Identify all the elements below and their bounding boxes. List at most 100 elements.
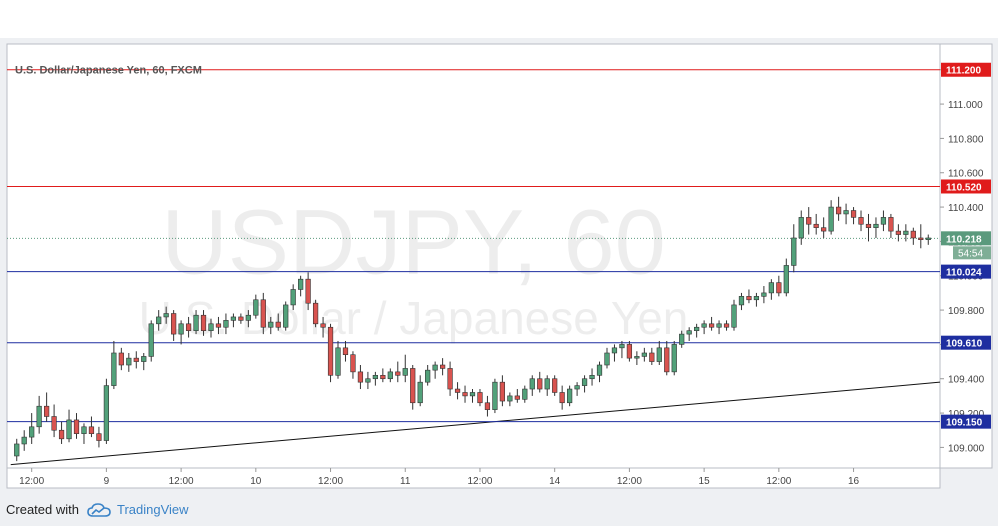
candle-body[interactable] bbox=[380, 375, 386, 380]
candle-body[interactable] bbox=[716, 323, 722, 328]
candle-body[interactable] bbox=[171, 313, 177, 335]
candle-body[interactable] bbox=[559, 392, 565, 404]
candle-body[interactable] bbox=[126, 357, 132, 366]
candle-body[interactable] bbox=[671, 344, 677, 373]
candle-body[interactable] bbox=[193, 314, 199, 331]
candle-body[interactable] bbox=[514, 395, 520, 400]
candle-body[interactable] bbox=[342, 347, 349, 356]
candle-body[interactable] bbox=[447, 368, 453, 390]
candle-body[interactable] bbox=[133, 357, 139, 362]
candle-body[interactable] bbox=[888, 217, 894, 232]
candle-body[interactable] bbox=[895, 230, 901, 235]
candle-body[interactable] bbox=[731, 304, 737, 328]
candle-body[interactable] bbox=[118, 352, 124, 366]
candle-body[interactable] bbox=[821, 227, 827, 232]
candle-body[interactable] bbox=[245, 314, 251, 321]
candle-body[interactable] bbox=[604, 352, 610, 366]
candle-body[interactable] bbox=[574, 385, 580, 390]
candle-body[interactable] bbox=[589, 375, 595, 380]
time-axis[interactable] bbox=[6, 467, 941, 489]
candle-body[interactable] bbox=[305, 278, 311, 304]
candle-body[interactable] bbox=[178, 323, 184, 335]
candle-body[interactable] bbox=[44, 405, 50, 417]
candle-body[interactable] bbox=[641, 352, 647, 357]
candle-body[interactable] bbox=[806, 217, 812, 225]
candle-body[interactable] bbox=[387, 371, 393, 380]
candle-body[interactable] bbox=[275, 321, 281, 328]
candle-body[interactable] bbox=[417, 381, 423, 404]
candle-body[interactable] bbox=[596, 364, 603, 376]
candle-body[interactable] bbox=[350, 354, 356, 373]
candle-body[interactable] bbox=[66, 419, 72, 440]
plot-area[interactable] bbox=[6, 43, 941, 469]
candle-body[interactable] bbox=[723, 323, 730, 328]
candle-body[interactable] bbox=[925, 237, 931, 240]
candle-body[interactable] bbox=[402, 368, 408, 376]
candle-body[interactable] bbox=[253, 299, 259, 316]
candle-body[interactable] bbox=[103, 385, 110, 441]
candle-body[interactable] bbox=[544, 378, 550, 390]
candle-body[interactable] bbox=[694, 326, 700, 331]
candle-body[interactable] bbox=[918, 237, 924, 240]
candle-body[interactable] bbox=[753, 296, 760, 301]
candle-body[interactable] bbox=[507, 395, 513, 402]
candle-body[interactable] bbox=[163, 313, 169, 318]
candle-body[interactable] bbox=[477, 392, 483, 404]
candle-body[interactable] bbox=[529, 378, 535, 390]
candle-body[interactable] bbox=[223, 320, 229, 328]
candle-body[interactable] bbox=[208, 323, 214, 331]
candle-body[interactable] bbox=[701, 323, 707, 328]
candle-body[interactable] bbox=[141, 356, 147, 362]
candle-body[interactable] bbox=[746, 296, 752, 301]
candle-body[interactable] bbox=[96, 433, 102, 441]
candle-body[interactable] bbox=[850, 210, 857, 218]
candle-body[interactable] bbox=[858, 217, 864, 225]
candle-body[interactable] bbox=[372, 375, 378, 380]
candle-body[interactable] bbox=[21, 436, 27, 445]
candle-body[interactable] bbox=[611, 347, 618, 354]
candle-body[interactable] bbox=[73, 419, 80, 434]
candle-body[interactable] bbox=[843, 210, 849, 215]
tradingview-cloud-icon[interactable] bbox=[87, 502, 111, 517]
candle-body[interactable] bbox=[798, 217, 804, 239]
candle-body[interactable] bbox=[432, 364, 438, 371]
candle-body[interactable] bbox=[791, 237, 797, 266]
candle-body[interactable] bbox=[290, 289, 296, 306]
candle-body[interactable] bbox=[148, 323, 154, 357]
candle-body[interactable] bbox=[425, 369, 431, 383]
candle-body[interactable] bbox=[679, 333, 685, 345]
candle-body[interactable] bbox=[708, 323, 715, 328]
candle-body[interactable] bbox=[81, 426, 87, 434]
candle-body[interactable] bbox=[484, 402, 491, 410]
candle-body[interactable] bbox=[320, 323, 326, 328]
candle-body[interactable] bbox=[335, 347, 341, 376]
candle-body[interactable] bbox=[36, 405, 42, 428]
candle-body[interactable] bbox=[185, 323, 192, 331]
candle-body[interactable] bbox=[626, 344, 633, 359]
candle-body[interactable] bbox=[88, 426, 95, 434]
candle-body[interactable] bbox=[634, 356, 640, 359]
candle-body[interactable] bbox=[537, 378, 543, 390]
candle-body[interactable] bbox=[215, 323, 222, 328]
candle-body[interactable] bbox=[327, 326, 334, 376]
candle-body[interactable] bbox=[156, 316, 162, 325]
candle-body[interactable] bbox=[776, 282, 782, 294]
candle-body[interactable] bbox=[910, 230, 916, 239]
candle-body[interactable] bbox=[903, 230, 909, 235]
candle-body[interactable] bbox=[298, 278, 304, 290]
candle-body[interactable] bbox=[29, 426, 35, 438]
candle-body[interactable] bbox=[260, 299, 266, 328]
candle-body[interactable] bbox=[51, 416, 57, 431]
candle-body[interactable] bbox=[365, 378, 371, 383]
candle-body[interactable] bbox=[649, 352, 655, 362]
candle-body[interactable] bbox=[410, 368, 416, 404]
candle-body[interactable] bbox=[395, 371, 401, 376]
candle-body[interactable] bbox=[768, 282, 774, 294]
candle-body[interactable] bbox=[783, 265, 789, 294]
candle-body[interactable] bbox=[454, 388, 461, 393]
candle-body[interactable] bbox=[492, 381, 498, 410]
candle-body[interactable] bbox=[14, 443, 20, 457]
candle-body[interactable] bbox=[835, 206, 842, 215]
candle-body[interactable] bbox=[58, 429, 65, 440]
candle-body[interactable] bbox=[469, 392, 476, 397]
